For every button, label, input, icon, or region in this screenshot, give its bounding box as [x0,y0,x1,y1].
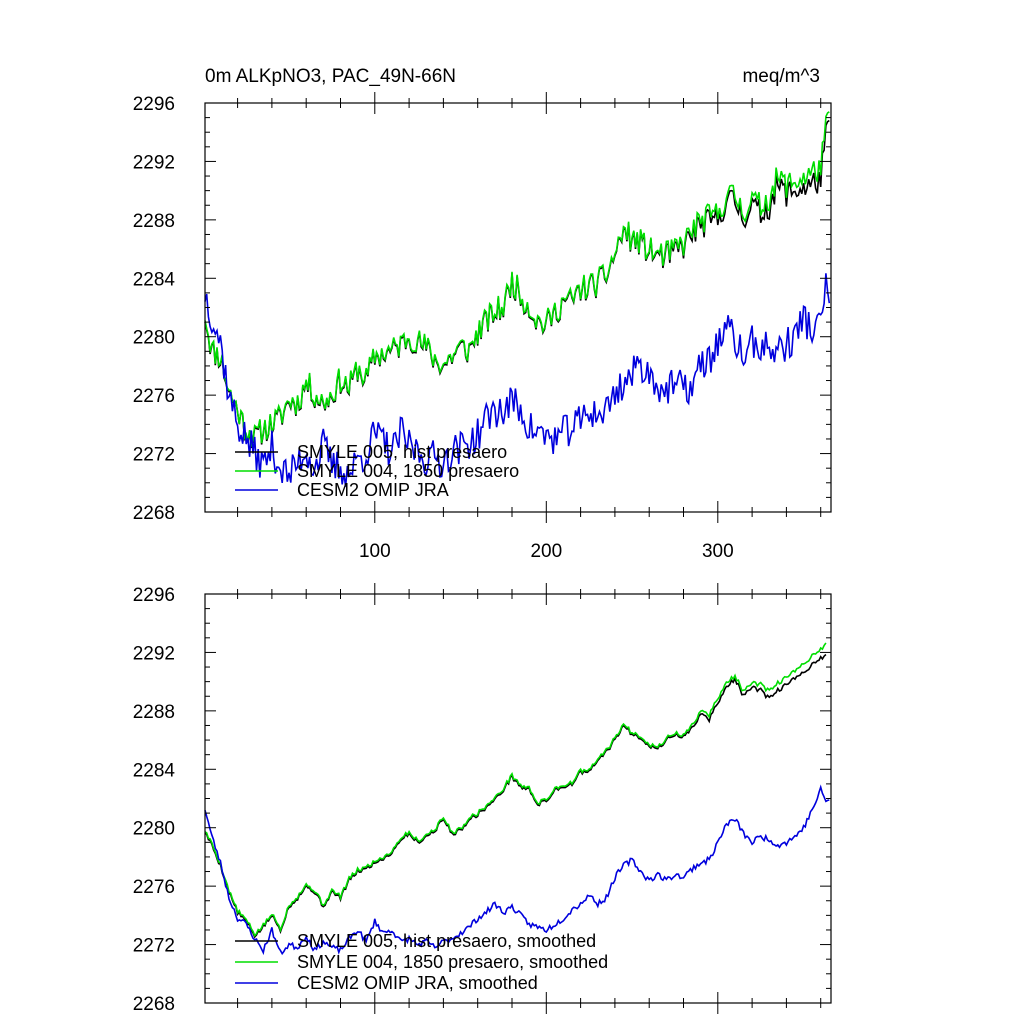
x-tick-label: 100 [359,541,391,562]
chart-units: meq/m^3 [742,66,820,87]
y-tick-label: 2292 [133,152,175,173]
legend-label-3: CESM2 OMIP JRA, smoothed [297,973,538,993]
ticks-layer: 2268 2272 2276 2280 2284 2288 2292 2296 [133,583,831,1015]
legend-label-1: SMYLE 005, hist presaero, smoothed [297,931,596,951]
legend: SMYLE 005, hist presaero, smoothedSMYLE … [235,931,608,993]
y-tick-label: 2276 [133,386,175,407]
x-tick-label: 300 [702,541,734,562]
legend-label-3: CESM2 OMIP JRA [297,480,449,500]
y-tick-label: 2276 [133,877,175,898]
plot-frame [204,102,832,513]
series-line-3 [204,273,831,487]
series-layer [204,111,831,487]
series-line-1 [204,653,827,939]
y-tick-label: 2272 [133,936,175,957]
series-line-3 [204,784,830,956]
y-tick-label: 2288 [133,702,175,723]
y-tick-label: 2280 [133,819,175,840]
y-tick-label: 2272 [133,445,175,466]
x-tick-label: 200 [530,541,562,562]
y-tick-label: 2292 [133,643,175,664]
series-line-2 [204,642,827,938]
series-layer [204,642,830,956]
chart-title: 0m ALKpNO3, PAC_49N-66N [205,66,456,87]
y-tick-label: 2268 [133,503,175,524]
y-tick-label: 2296 [133,585,175,606]
ticks-layer: 2268 2272 2276 2280 2284 2288 2292 2296 100 200 30… [133,92,831,562]
legend-label-1: SMYLE 005, hist presaero [297,442,507,462]
y-tick-label: 2280 [133,328,175,349]
series-line-2 [204,111,830,447]
y-tick-label: 2284 [133,760,176,781]
legend-label-2: SMYLE 004, 1850 presaero [297,461,519,481]
bottom-panel: 2268 2272 2276 2280 2284 2288 2292 2296 SMYLE 0… [133,583,832,1015]
legend-label-2: SMYLE 004, 1850 presaero, smoothed [297,952,608,972]
y-tick-label: 2288 [133,211,175,232]
y-tick-label: 2296 [133,94,175,115]
y-tick-label: 2284 [133,269,176,290]
plot-frame [204,593,832,1004]
top-panel: 0m ALKpNO3, PAC_49N-66N meq/m^3 2268 2272… [133,66,832,562]
y-tick-label: 2268 [133,994,175,1015]
